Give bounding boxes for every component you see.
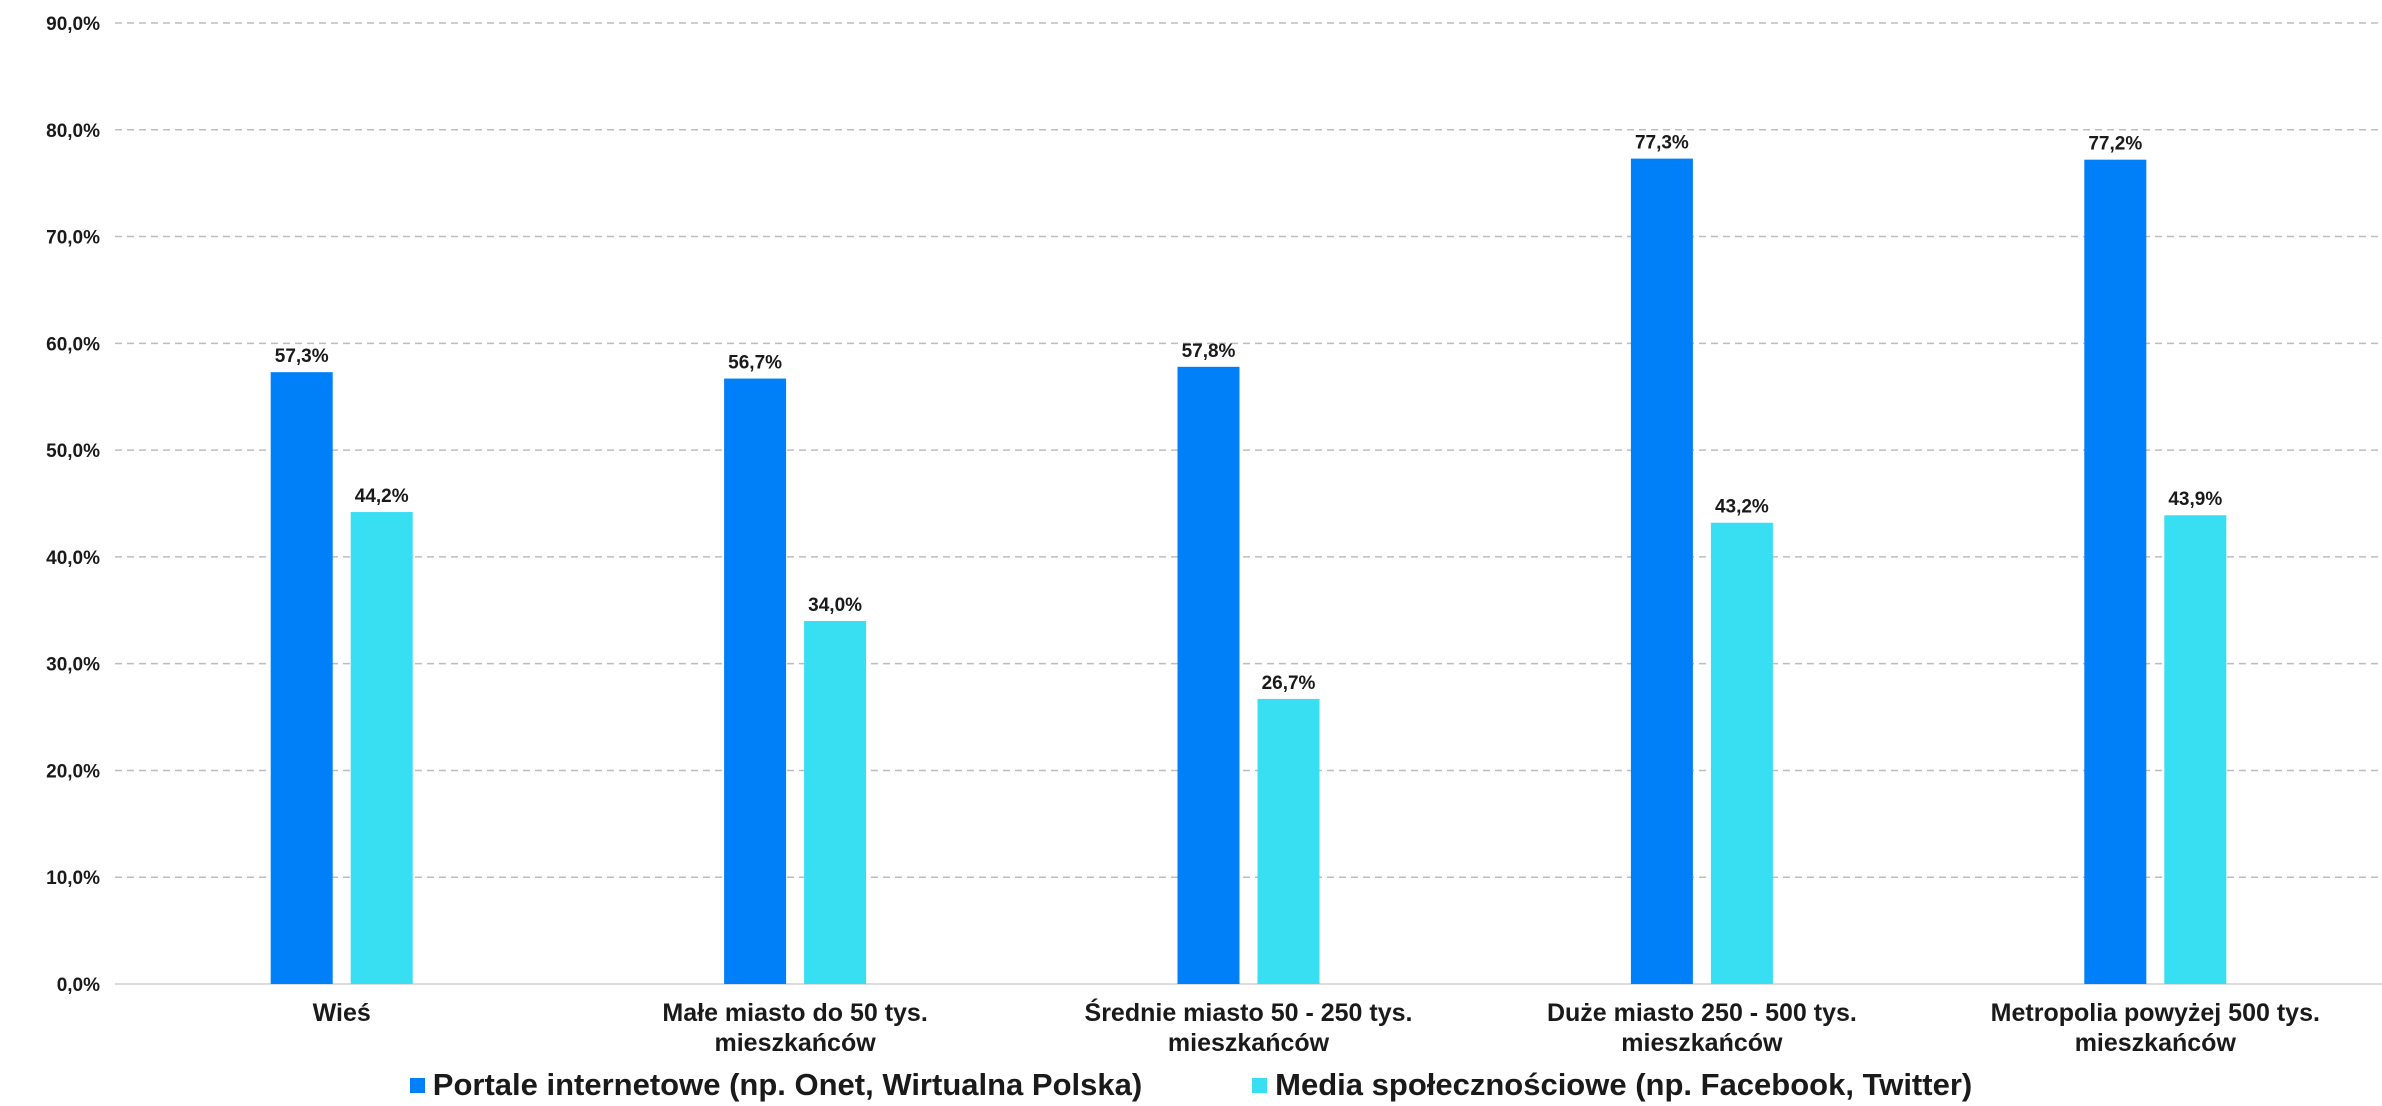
data-label: 56,7% <box>728 353 782 374</box>
category-label: Wieś <box>313 999 371 1027</box>
bar-media <box>2164 515 2227 984</box>
bar-portale <box>270 372 333 984</box>
legend-label-portale: Portale internetowe (np. Onet, Wirtualna… <box>432 1067 1143 1102</box>
category-label: Duże miasto 250 - 500 tys. <box>1547 999 1857 1027</box>
legend-item-media: Media społecznościowe (np. Facebook, Twi… <box>1252 1067 1972 1103</box>
y-tick-label: 30,0% <box>46 655 100 676</box>
y-tick-label: 70,0% <box>46 228 100 249</box>
legend: Portale internetowe (np. Onet, Wirtualna… <box>0 1067 2382 1103</box>
data-label: 77,2% <box>2088 134 2142 155</box>
data-label: 44,2% <box>355 486 409 507</box>
category-label: Małe miasto do 50 tys. <box>662 999 927 1027</box>
data-label: 77,3% <box>1635 133 1689 154</box>
legend-swatch-portale <box>409 1077 425 1093</box>
bar-media <box>804 620 867 984</box>
bar-portale <box>1177 366 1240 984</box>
data-label: 57,8% <box>1182 341 1236 362</box>
y-tick-label: 40,0% <box>46 548 100 569</box>
category-label: mieszkańców <box>1168 1029 1330 1057</box>
y-tick-label: 90,0% <box>46 14 100 35</box>
category-label: mieszkańców <box>715 1029 877 1057</box>
y-tick-label: 80,0% <box>46 121 100 142</box>
data-label: 57,3% <box>275 346 329 367</box>
bar-media <box>1257 698 1320 984</box>
bars <box>270 158 2227 985</box>
bar-media <box>350 512 413 984</box>
y-axis-ticks: 0,0% 10,0% 20,0% 30,0% 40,0% 50,0% 60,0% 70,0% 8… <box>46 14 100 996</box>
bar-portale <box>724 378 787 984</box>
bar-media <box>1710 522 1773 984</box>
data-label: 34,0% <box>808 595 862 616</box>
y-tick-label: 50,0% <box>46 441 100 462</box>
data-label: 26,7% <box>1262 673 1316 694</box>
category-label: mieszkańców <box>2075 1029 2237 1057</box>
x-axis-categories: Wieś Małe miasto do 50 tys.mieszkańcówŚre… <box>313 997 2320 1057</box>
category-label: Metropolia powyżej 500 tys. <box>1991 999 2320 1027</box>
data-label: 43,2% <box>1715 497 1769 518</box>
category-label: Średnie miasto 50 - 250 tys. <box>1085 997 1413 1027</box>
y-tick-label: 60,0% <box>46 334 100 355</box>
y-tick-label: 0,0% <box>57 975 100 996</box>
y-tick-label: 20,0% <box>46 761 100 782</box>
gridlines <box>115 22 2382 985</box>
bar-chart: 0,0% 10,0% 20,0% 30,0% 40,0% 50,0% 60,0% 70,0% 8… <box>46 14 2382 1057</box>
legend-swatch-media <box>1252 1077 1268 1093</box>
y-tick-label: 10,0% <box>46 868 100 889</box>
category-label: mieszkańców <box>1621 1029 1783 1057</box>
bar-portale <box>1630 158 1693 984</box>
data-labels: 57,3% 44,2% 56,7% 34,0% 57,8% 26,7% 77,3% 43,2%… <box>275 133 2223 694</box>
legend-item-portale: Portale internetowe (np. Onet, Wirtualna… <box>409 1067 1143 1103</box>
legend-label-media: Media społecznościowe (np. Facebook, Twi… <box>1275 1067 1973 1102</box>
bar-portale <box>2084 159 2147 985</box>
data-label: 43,9% <box>2168 489 2222 510</box>
